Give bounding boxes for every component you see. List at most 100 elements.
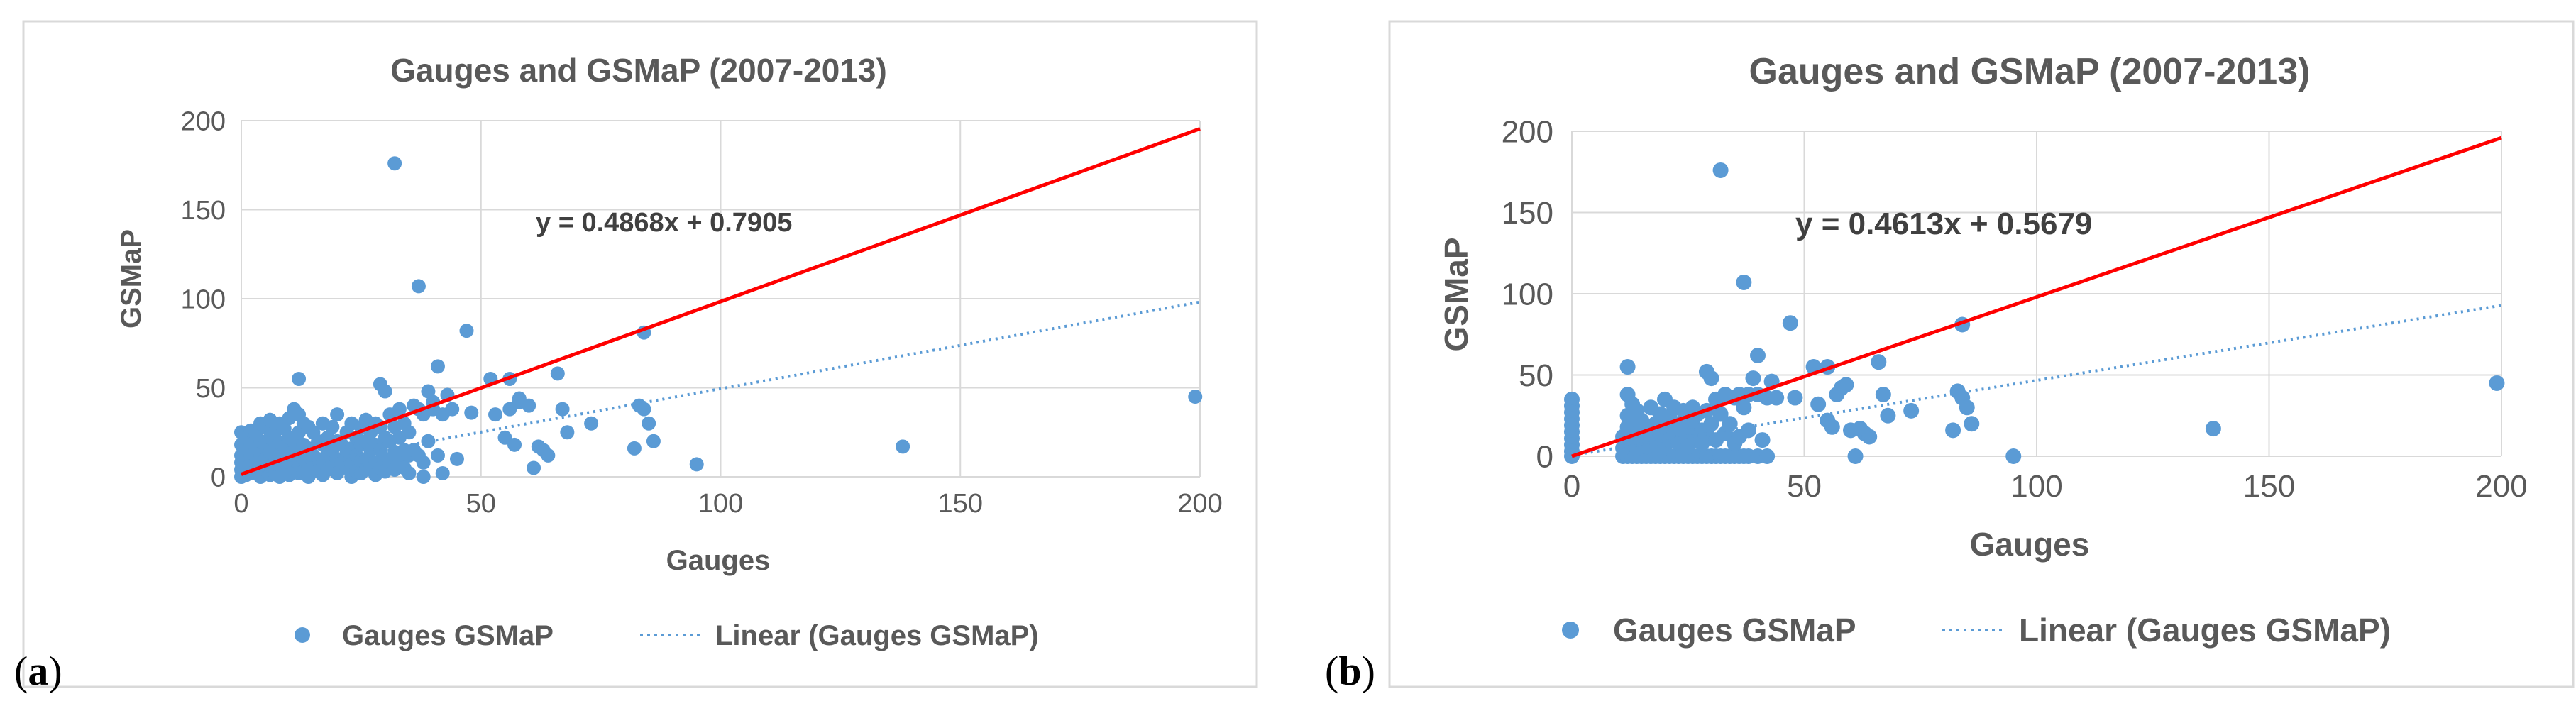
trend-equation-b: y = 0.4613x + 0.5679: [1795, 206, 2092, 241]
data-point-a-0-154: [430, 448, 445, 463]
data-point-a-0-178: [584, 416, 599, 431]
data-point-a-0-176: [555, 402, 570, 417]
linear-trendline-a: [241, 300, 1201, 477]
y-tick-label-a-0: 0: [211, 463, 226, 492]
data-point-a-0-184: [646, 434, 661, 448]
data-point-b-0-131: [1959, 399, 1975, 416]
data-point-a-0-163: [488, 407, 503, 422]
chart-frame-b: [1388, 20, 2575, 688]
y-tick-label-b-2: 100: [1502, 277, 1553, 311]
x-tick-label-b-3: 150: [2243, 469, 2295, 504]
y-tick-label-b-4: 200: [1502, 114, 1553, 149]
reference-line-a: [241, 127, 1201, 476]
data-point-a-0-86: [330, 407, 345, 422]
data-point-a-0-148: [416, 470, 431, 484]
x-axis-title-a: Gauges: [666, 545, 771, 576]
x-tick-label-a-1: 50: [466, 489, 496, 519]
x-tick-label-b-1: 50: [1787, 469, 1822, 504]
trend-equation-a: y = 0.4868x + 0.7905: [536, 208, 792, 238]
gridlines-a: [241, 120, 1201, 478]
data-point-b-0-133: [2005, 448, 2022, 464]
data-point-a-0-140: [402, 465, 417, 480]
chart-frame-a: [22, 20, 1258, 688]
legend-label-trend-b: Linear (Gauges GSMaP): [2019, 612, 2391, 649]
data-point-b-0-88: [1712, 162, 1729, 178]
panel-letter-b: b: [1338, 648, 1361, 694]
x-tick-label-b-4: 200: [2475, 469, 2527, 504]
data-point-a-0-83: [325, 419, 340, 434]
data-point-b-0-74: [1680, 439, 1696, 455]
data-point-a-0-156: [435, 465, 450, 480]
legend-label-series-a: Gauges GSMaP: [342, 620, 554, 651]
chart-panel-a: Gauges and GSMaP (2007-2013) 0 50 100 150 20…: [0, 0, 1260, 702]
data-point-b-0-132: [1964, 416, 1980, 432]
y-tick-label-b-1: 50: [1519, 358, 1553, 393]
data-point-b-0-125: [1880, 407, 1896, 424]
x-tick-label-a-3: 150: [938, 489, 983, 519]
x-tick-label-b-0: 0: [1563, 469, 1580, 504]
y-tick-label-a-2: 100: [181, 285, 226, 314]
data-point-a-0-171: [527, 460, 541, 475]
data-point-a-0-150: [421, 434, 436, 448]
scatter-points-b: [1564, 162, 2505, 464]
data-point-b-0-84: [1703, 370, 1719, 387]
y-tick-label-a-1: 50: [196, 374, 226, 404]
data-point-a-0-143: [411, 279, 426, 294]
data-point-a-0-160: [459, 324, 474, 338]
data-point-a-0-138: [402, 425, 417, 440]
chart-panel-b: Gauges and GSMaP (2007-2013) 0 50 100 150 20…: [1316, 0, 2576, 702]
data-point-b-0-117: [1838, 377, 1854, 393]
data-point-a-0-149: [421, 384, 436, 399]
data-point-b-0-98: [1736, 399, 1752, 416]
data-point-a-0-187: [1188, 390, 1203, 404]
data-point-b-0-97: [1736, 274, 1752, 290]
x-axis-title-b: Gauges: [1970, 526, 2090, 563]
data-point-a-0-158: [445, 402, 460, 417]
y-tick-label-a-4: 200: [181, 106, 226, 136]
data-point-b-0-85: [1703, 416, 1719, 432]
data-point-b-0-39: [1759, 448, 1776, 464]
x-tick-labels-b: 0 50 100 150 200: [1563, 469, 2528, 504]
chart-svg-b: Gauges and GSMaP (2007-2013) 0 50 100 150 20…: [1325, 20, 2575, 694]
reference-line-b: [1571, 136, 2502, 458]
data-point-b-0-114: [1824, 419, 1840, 435]
legend-marker-dot-b: [1562, 622, 1579, 639]
data-point-a-0-170: [522, 398, 536, 413]
data-point-b-0-104: [1754, 432, 1771, 448]
data-point-a-0-147: [416, 455, 431, 470]
data-point-b-0-107: [1768, 390, 1785, 406]
data-point-b-0-45: [1619, 359, 1636, 375]
data-point-a-0-131: [387, 156, 402, 171]
legend-marker-dot-a: [295, 627, 310, 643]
y-tick-labels-b: 0 50 100 150 200: [1502, 114, 1553, 474]
data-point-b-0-100: [1740, 422, 1756, 439]
y-tick-label-b-0: 0: [1536, 439, 1553, 474]
legend-label-trend-a: Linear (Gauges GSMaP): [715, 620, 1039, 651]
data-point-a-0-121: [378, 384, 392, 399]
data-point-a-0-159: [449, 451, 464, 466]
data-point-a-0-185: [689, 457, 704, 472]
data-point-a-0-161: [464, 405, 479, 420]
data-point-a-0-174: [541, 448, 556, 463]
x-tick-label-a-4: 200: [1177, 489, 1222, 519]
data-point-a-0-167: [507, 437, 522, 452]
data-point-b-0-123: [1871, 354, 1887, 370]
y-axis-title-a: GSMaP: [116, 229, 147, 329]
data-point-b-0-127: [1945, 422, 1961, 439]
data-point-a-0-179: [627, 441, 642, 456]
y-axis-title-b: GSMaP: [1438, 237, 1475, 351]
data-point-b-0-122: [1861, 429, 1878, 445]
data-point-b-0-108: [1782, 315, 1798, 331]
panel-letter-a: a: [28, 648, 48, 694]
panel-label-a: (a): [14, 648, 62, 694]
data-point-b-0-134: [2205, 421, 2221, 437]
y-tick-label-b-3: 150: [1502, 196, 1553, 231]
data-point-b-0-89: [1712, 406, 1729, 422]
data-point-a-0-153: [430, 359, 445, 374]
panel-label-b: (b): [1325, 648, 1375, 694]
data-point-a-0-177: [560, 425, 575, 440]
x-tick-label-b-2: 100: [2010, 469, 2062, 504]
data-point-b-0-124: [1875, 386, 1891, 402]
data-point-b-0-119: [1847, 448, 1864, 464]
x-tick-labels-a: 0 50 100 150 200: [233, 489, 1222, 519]
